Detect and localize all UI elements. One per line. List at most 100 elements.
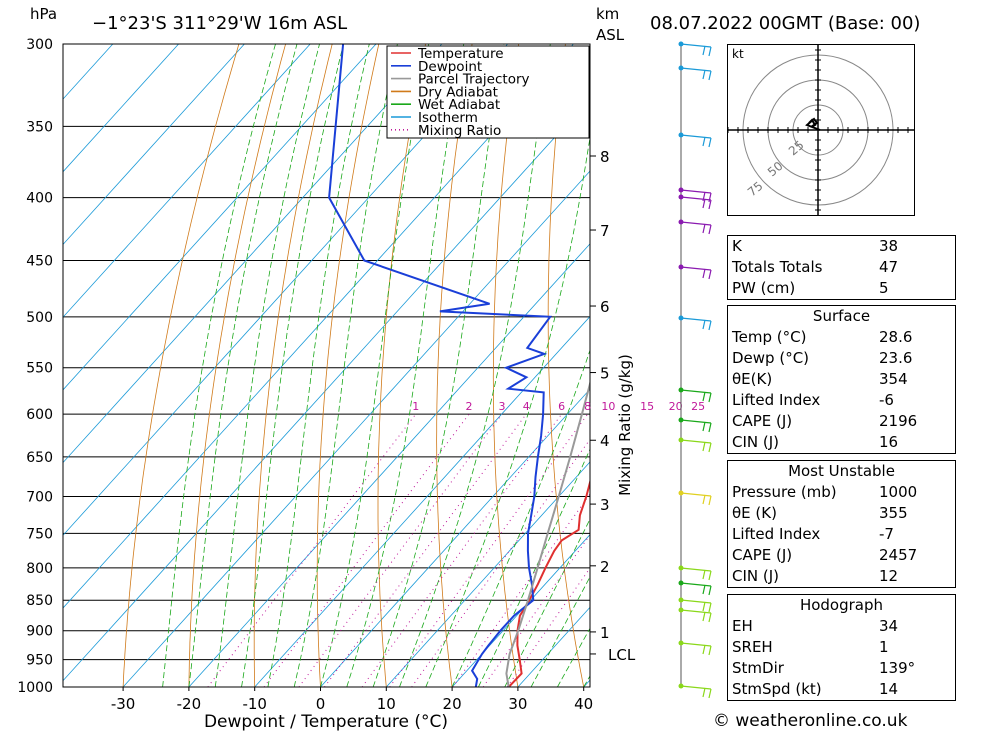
mixing-ratio-label: 8 <box>584 400 591 413</box>
dry-adiabat-line <box>436 44 473 687</box>
background-grid <box>63 44 590 687</box>
legend-label: Temperature <box>417 46 504 62</box>
stat-row: Lifted Index -7 <box>732 525 894 543</box>
pressure-tick-label: 300 <box>26 37 53 53</box>
stat-row: EH 34 <box>732 617 899 635</box>
height-tick-label: 8 <box>600 148 610 166</box>
mixing-ratio-label: 10 <box>601 400 615 413</box>
wind-barb-flag <box>708 70 712 81</box>
wind-barb-shaft <box>680 642 712 647</box>
legend-label: Isotherm <box>418 110 478 126</box>
wind-barb-flag <box>708 269 712 280</box>
wind-barb-shaft <box>680 67 712 72</box>
wind-barb-shaft <box>680 582 712 587</box>
wind-barb-flag <box>708 570 712 581</box>
wind-barb-flag <box>702 69 706 80</box>
mixing-ratio-label: 2 <box>465 400 472 413</box>
wind-barb-shaft <box>680 134 712 139</box>
wind-barb-flag <box>702 611 706 622</box>
wet-adiabat-line <box>162 44 276 687</box>
wind-barb-shaft <box>680 439 712 444</box>
wet-adiabat-line <box>293 44 398 687</box>
x-tick-label: 10 <box>377 695 396 713</box>
mixing-ratio-line <box>411 438 590 687</box>
stats-hodograph-table: Hodograph EH 34 SREH 1 StmDir 139° StmSpd (… <box>727 594 956 701</box>
pressure-tick-label: 500 <box>26 310 53 326</box>
pressure-tick-label: 900 <box>26 624 53 640</box>
wet-adiabat-line <box>346 44 465 687</box>
wind-barb-flag <box>702 644 706 655</box>
wet-adiabat-line <box>504 518 590 687</box>
wind-barb-flag <box>702 421 706 432</box>
mixing-ratio-labels: 1 2 3 4 6 8 10 15 20 25 <box>412 400 705 413</box>
height-tick-label: 5 <box>600 365 610 383</box>
wind-barb-shaft <box>680 196 712 201</box>
wind-barb-flag <box>702 268 706 279</box>
wind-barb-flag <box>702 319 706 330</box>
pressure-tick-label: 450 <box>26 254 53 270</box>
wind-barb-shaft <box>680 221 712 226</box>
wind-barb-flag <box>702 45 706 56</box>
wind-barb-shaft <box>680 43 712 48</box>
pressure-tick-label: 600 <box>26 407 53 423</box>
wind-barb-flag <box>708 585 712 596</box>
wet-adiabat-line <box>372 44 505 687</box>
mixing-ratio-line <box>263 413 470 687</box>
isotherm-line <box>63 44 179 173</box>
isotherm-line <box>386 461 590 687</box>
dry-adiabat-line <box>253 44 333 687</box>
wind-barb-flag <box>708 422 712 433</box>
wind-barbs <box>678 41 712 699</box>
x-axis-label: Dewpoint / Temperature (°C) <box>204 712 448 732</box>
wind-barb-flag <box>708 688 712 699</box>
stats-most-unstable-table: Most Unstable Pressure (mb) 1000 θE (K) 35… <box>727 460 956 588</box>
wind-barb-flag <box>702 494 706 505</box>
dry-adiabat-line <box>122 44 240 687</box>
datetime-label: 08.07.2022 00GMT (Base: 00) <box>650 13 920 34</box>
most-unstable-title: Most Unstable <box>788 462 895 480</box>
axes: 3003504004505005506006507007508008509009… <box>17 37 635 713</box>
mixing-ratio-label: 6 <box>558 400 565 413</box>
isotherm-line <box>188 243 590 687</box>
hodograph-unit: kt <box>732 47 744 61</box>
wind-barb-flag <box>702 584 706 595</box>
pressure-tick-label: 950 <box>26 653 53 669</box>
isotherm-line <box>63 44 443 464</box>
x-tick-label: -10 <box>242 695 267 713</box>
stat-row: Dewp (°C) 23.6 <box>732 349 913 367</box>
stat-row: StmDir 139° <box>732 659 916 677</box>
height-tick-label: 1 <box>600 624 610 642</box>
height-tick-label: 4 <box>600 432 610 450</box>
wet-adiabat-line <box>451 349 590 687</box>
location-title: −1°23'S 311°29'W 16m ASL <box>92 13 347 34</box>
isotherm-line <box>122 170 590 687</box>
dry-adiabat-line <box>188 44 286 687</box>
plot-frame <box>62 43 591 688</box>
wind-barb-shaft <box>680 317 712 322</box>
pressure-tick-label: 550 <box>26 361 53 377</box>
stat-row-pw: PW (cm) 5 <box>732 279 889 297</box>
stat-row: CAPE (J) 2196 <box>732 412 918 430</box>
stat-row: θE (K) 355 <box>732 504 908 522</box>
wind-barb-flag <box>708 602 712 613</box>
stats-general-table: K 38 Totals Totals 47 PW (cm) 5 <box>727 235 956 300</box>
wet-adiabat-line <box>530 576 590 687</box>
legend-label: Mixing Ratio <box>418 123 501 139</box>
pressure-tick-label: 850 <box>26 593 53 609</box>
isotherm-line <box>63 44 245 246</box>
mixing-ratio-line <box>389 413 589 687</box>
stat-row: CAPE (J) 2457 <box>732 546 918 564</box>
hodograph-ticks <box>727 49 909 211</box>
mixing-ratio-axis-label: Mixing Ratio (g/kg) <box>616 354 634 496</box>
mixing-ratio-line <box>298 413 503 687</box>
credit-link[interactable]: © weatheronline.co.uk <box>713 711 908 731</box>
isotherm-line <box>63 44 508 536</box>
mixing-ratio-line <box>452 493 590 687</box>
isotherm-line <box>320 388 590 687</box>
wet-adiabat-line <box>320 44 429 687</box>
wind-barb-flag <box>708 320 712 331</box>
surface-title: Surface <box>812 307 871 325</box>
wet-adiabat-line <box>214 44 320 687</box>
wind-barb-flag <box>708 192 712 203</box>
